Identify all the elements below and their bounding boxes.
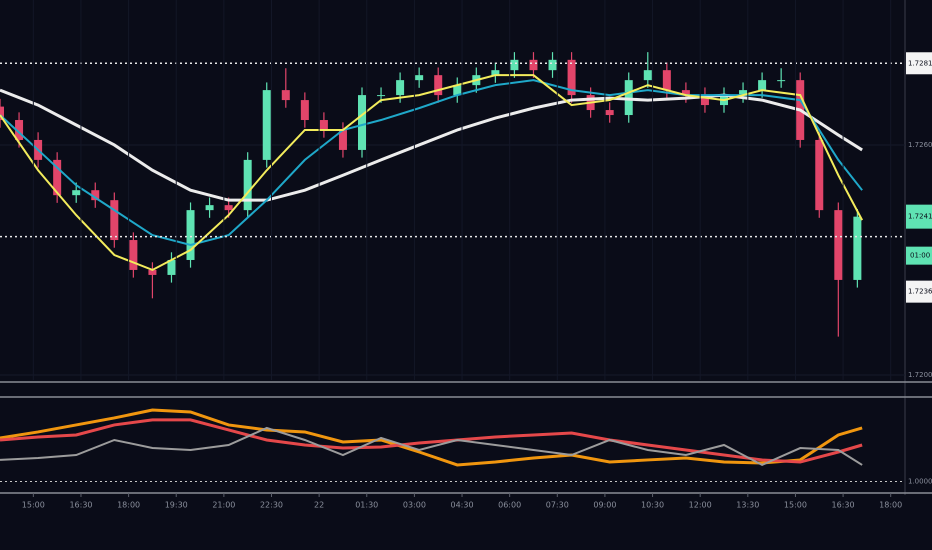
candle-body: [605, 110, 614, 116]
x-tick-label: 19:30: [165, 501, 188, 510]
x-tick-label: 15:00: [22, 501, 45, 510]
price-line-box: [906, 52, 932, 75]
candle-body: [338, 129, 347, 150]
candle-body: [834, 210, 843, 280]
indicator-line: [0, 408, 863, 467]
x-tick-label: 13:30: [736, 501, 759, 510]
x-tick-label: 04:30: [450, 501, 473, 510]
y-tick-label: 1.72000: [908, 371, 932, 379]
candle-body: [319, 120, 328, 130]
candle-body: [72, 190, 81, 196]
x-tick-label: 09:00: [593, 501, 616, 510]
candle-body: [281, 90, 290, 101]
candle-body: [491, 70, 500, 76]
y-tick-label: 1.00000: [908, 478, 932, 486]
candle-body: [148, 269, 157, 275]
x-tick-label: 18:00: [879, 501, 902, 510]
last-price-box: [906, 204, 932, 229]
candle-body: [0, 106, 4, 121]
candle-body: [110, 200, 119, 241]
candle-body: [300, 100, 309, 121]
x-tick-label: 18:00: [117, 501, 140, 510]
candle-body: [529, 59, 538, 71]
indicator-line: [0, 418, 863, 464]
candle-body: [186, 210, 195, 260]
candle-body: [643, 70, 652, 81]
price-line-box: [906, 280, 932, 303]
candle-body: [396, 80, 405, 96]
indicator-line: [0, 426, 863, 467]
candle-body: [510, 59, 519, 71]
countdown-label: 01:00: [910, 252, 930, 260]
moving-average: [0, 79, 863, 247]
last-price-label: 1.72413: [908, 213, 932, 221]
candle-body: [681, 90, 690, 96]
candle-body: [758, 80, 767, 91]
candle-body: [415, 75, 424, 81]
candle-body: [377, 95, 386, 97]
candle-body: [815, 139, 824, 211]
x-tick-label: 15:00: [784, 501, 807, 510]
candle-body: [853, 216, 862, 280]
price-line-label: 1.72813: [908, 59, 932, 67]
candle-body: [53, 159, 62, 196]
x-tick-label: 06:00: [498, 501, 521, 510]
candle-body: [434, 75, 443, 96]
candle-body: [548, 59, 557, 71]
candle-body: [624, 80, 633, 116]
candle-body: [224, 205, 233, 211]
x-tick-label: 01:30: [355, 501, 378, 510]
x-tick-label: 03:00: [403, 501, 426, 510]
candle-body: [167, 259, 176, 275]
candle-body: [91, 190, 100, 201]
x-tick-label: 07:30: [546, 501, 569, 510]
candle-body: [567, 59, 576, 96]
candle-body: [129, 240, 138, 270]
candle-body: [262, 90, 271, 160]
candle-body: [453, 85, 462, 96]
x-tick-label: 10:30: [641, 501, 664, 510]
countdown-box: [906, 246, 932, 265]
x-tick-label: 21:00: [212, 501, 235, 510]
x-tick-label: 22: [314, 501, 324, 510]
candle-body: [662, 70, 671, 91]
candle-body: [700, 95, 709, 106]
candle-body: [243, 159, 252, 211]
x-tick-label: 22:30: [260, 501, 283, 510]
moving-average: [0, 74, 864, 272]
candle-body: [15, 120, 24, 140]
candle-body: [777, 80, 786, 82]
x-tick-label: 16:30: [69, 501, 92, 510]
y-tick-label: 1.72600: [908, 141, 932, 149]
candle-body: [205, 205, 214, 211]
x-tick-label: 16:30: [832, 501, 855, 510]
candle-body: [358, 95, 366, 150]
candle-body: [739, 90, 748, 96]
x-tick-label: 12:00: [689, 501, 712, 510]
